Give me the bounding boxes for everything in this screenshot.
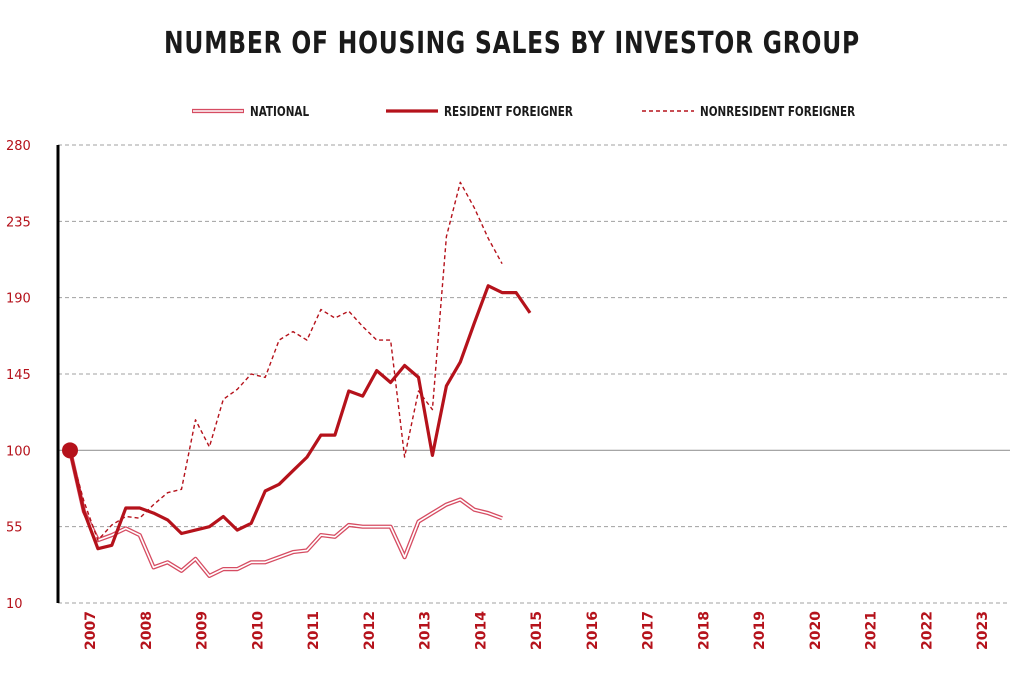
series-line-national-outline [67,449,503,578]
series-line-national [69,450,503,577]
x-tick-label: 2012 [362,611,378,650]
chart-title: NUMBER OF HOUSING SALES BY INVESTOR GROU… [164,26,860,61]
x-tick-label: 2019 [752,611,768,650]
axes: 10 55 100 145 190 235 280 2007 2008 2009 2010 2011 2… [6,139,991,650]
start-point-marker [62,442,78,459]
y-tick-label: 100 [6,444,31,459]
x-tick-label: 2021 [864,611,880,650]
x-tick-label: 2014 [473,611,489,650]
x-tick-label: 2022 [919,611,935,650]
x-tick-label: 2016 [585,611,601,650]
x-tick-label: 2017 [641,611,657,650]
series-line-nonresident-foreigner [69,181,503,541]
y-tick-label: 10 [6,597,23,612]
series-line-resident-foreigner [68,284,532,551]
y-tick-label: 235 [6,215,31,230]
series-lines [62,181,532,578]
x-tick-label: 2009 [195,611,211,650]
legend-label: NATIONAL [250,104,310,119]
x-tick-label: 2018 [696,611,712,650]
y-tick-label: 190 [6,292,31,307]
x-tick-label: 2015 [529,611,545,650]
x-tick-label: 2011 [306,611,322,650]
y-tick-label: 280 [6,139,31,154]
x-tick-label: 2013 [418,611,434,650]
legend-label: RESIDENT FOREIGNER [444,104,573,119]
legend-label: NONRESIDENT FOREIGNER [700,104,855,119]
x-tick-label: 2020 [808,611,824,650]
x-tick-label: 2023 [975,611,991,650]
legend: NATIONAL RESIDENT FOREIGNER NONRESIDENT FO… [192,104,855,119]
x-tick-label: 2007 [83,611,99,650]
y-tick-label: 145 [6,368,31,383]
x-tick-label: 2008 [139,611,155,650]
y-tick-label: 55 [6,521,23,536]
grid-lines [58,144,1010,604]
x-tick-label: 2010 [250,611,266,650]
